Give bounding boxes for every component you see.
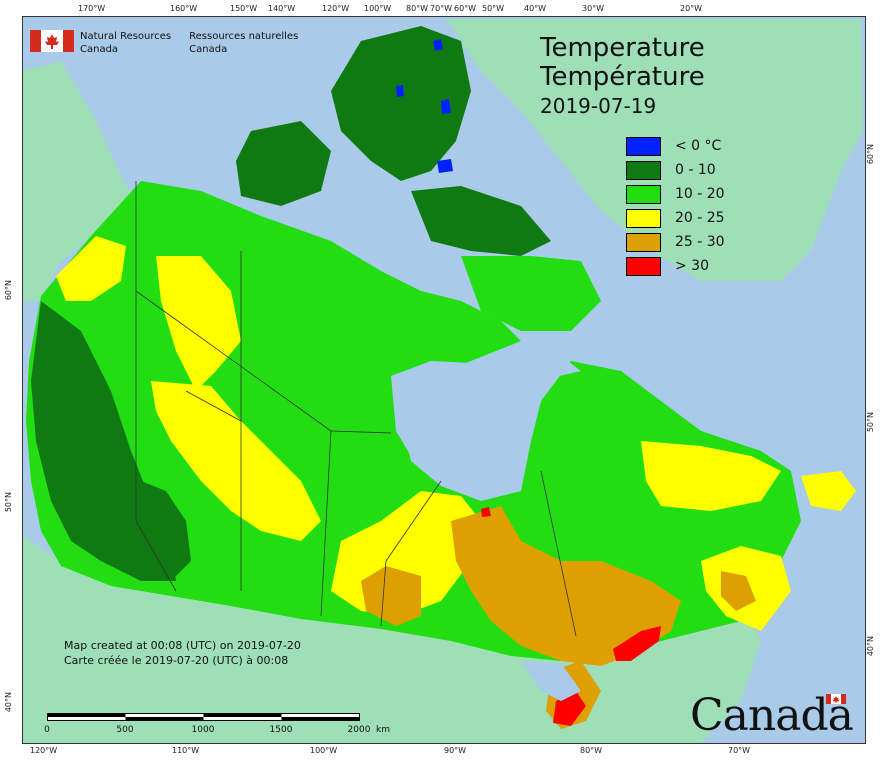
scale-label: 1000	[191, 725, 215, 735]
red-ontario-spot	[481, 507, 491, 517]
tick-bottom-label: 100°W	[310, 746, 338, 755]
arctic-islands	[331, 26, 471, 181]
tick-top-label: 170°W	[78, 4, 106, 13]
tick-bottom-label: 90°W	[444, 746, 467, 755]
tick-top-label: 160°W	[170, 4, 198, 13]
hudson-strait	[471, 346, 581, 386]
tick-top-label: 20°W	[680, 4, 703, 13]
scale-label: 500	[116, 725, 134, 735]
tick-top-label: 60°W	[454, 4, 477, 13]
legend: < 0 °C 0 - 10 10 - 20 20 - 25 25 - 30 > …	[626, 134, 725, 278]
agency-name-fr: Ressources naturelles Canada	[189, 30, 298, 56]
prairie-yellow	[151, 381, 321, 541]
canada-flag-icon	[30, 30, 74, 52]
maritime-orange	[721, 571, 756, 611]
agency-fr-line2: Canada	[189, 44, 228, 55]
map-canvas	[23, 19, 863, 743]
tick-left-label: 50°N	[4, 492, 13, 513]
legend-item: < 0 °C	[626, 134, 725, 158]
tick-top-label: 50°W	[482, 4, 505, 13]
ontario-orange	[451, 506, 681, 666]
legend-label: 10 - 20	[675, 186, 725, 202]
creation-note: Map created at 00:08 (UTC) on 2019-07-20…	[64, 638, 301, 668]
tick-top-label: 150°W	[230, 4, 258, 13]
legend-label: 20 - 25	[675, 210, 725, 226]
tick-right-label: 60°N	[866, 144, 875, 165]
legend-item: > 30	[626, 254, 725, 278]
tick-top-label: 100°W	[364, 4, 392, 13]
canada-wordmark: Canada	[690, 690, 854, 741]
title-fr: Température	[540, 62, 705, 92]
tick-bottom-label: 80°W	[580, 746, 603, 755]
creation-note-en: Map created at 00:08 (UTC) on 2019-07-20	[64, 639, 301, 652]
zero-patch-1	[433, 39, 443, 51]
legend-swatch	[626, 256, 661, 276]
scale-label: 0	[44, 725, 50, 735]
scale-label: 1500	[269, 725, 293, 735]
alaska-land	[23, 61, 136, 301]
agency-fr-line1: Ressources naturelles	[189, 31, 299, 42]
tick-right-label: 50°N	[866, 412, 875, 433]
cordillera	[31, 301, 176, 581]
tick-left-label: 40°N	[4, 692, 13, 713]
tick-bottom-label: 70°W	[728, 746, 751, 755]
quebec-yellow	[641, 441, 781, 511]
zero-patch-4	[396, 85, 404, 97]
legend-item: 25 - 30	[626, 230, 725, 254]
legend-item: 10 - 20	[626, 182, 725, 206]
tick-top-label: 120°W	[322, 4, 350, 13]
wordmark-flag-icon	[826, 694, 846, 704]
tick-top-label: 80°W	[406, 4, 429, 13]
legend-swatch	[626, 160, 661, 180]
red-quebec	[613, 626, 661, 661]
scale-bar-labels: 0 500 1000 1500 2000 km	[44, 725, 390, 739]
tick-right-label: 40°N	[866, 636, 875, 657]
sask-orange	[361, 566, 421, 626]
tick-left-label: 60°N	[4, 280, 13, 301]
baffin-green	[461, 256, 601, 331]
labrador-yellow	[801, 471, 856, 511]
title-en: Temperature	[540, 33, 705, 63]
tick-top-label: 140°W	[268, 4, 296, 13]
map-frame	[22, 16, 866, 744]
tick-top-label: 30°W	[582, 4, 605, 13]
legend-label: 25 - 30	[675, 234, 725, 250]
scale-unit: km	[376, 725, 390, 735]
legend-swatch	[626, 232, 661, 252]
great-lakes	[521, 661, 581, 701]
tick-top-label: 70°W	[430, 4, 453, 13]
agency-en-line1: Natural Resources	[80, 31, 172, 42]
tick-bottom-label: 110°W	[172, 746, 200, 755]
hudson-bay	[391, 361, 506, 473]
legend-label: > 30	[675, 258, 709, 274]
rockies-dark	[141, 481, 191, 576]
scale-bar: 0 500 1000 1500 2000 km	[44, 706, 390, 739]
legend-swatch	[626, 136, 661, 156]
yukon-yellow	[56, 236, 126, 301]
legend-swatch	[626, 184, 661, 204]
legend-item: 20 - 25	[626, 206, 725, 230]
provincial-borders	[135, 181, 577, 637]
map-date: 2019-07-19	[540, 94, 657, 118]
nwt-yellow	[156, 256, 241, 391]
legend-label: 0 - 10	[675, 162, 716, 178]
agency-name-en: Natural Resources Canada	[80, 30, 171, 56]
creation-note-fr: Carte créée le 2019-07-20 (UTC) à 00:08	[64, 654, 289, 667]
legend-swatch	[626, 208, 661, 228]
tick-bottom-label: 120°W	[30, 746, 58, 755]
scale-bar-graphic	[47, 713, 360, 721]
legend-item: 0 - 10	[626, 158, 725, 182]
zero-patch-2	[441, 99, 451, 114]
arctic-islands-2	[236, 121, 331, 206]
legend-label: < 0 °C	[675, 138, 722, 154]
tick-top-label: 40°W	[524, 4, 547, 13]
scale-label: 2000	[347, 725, 371, 735]
arctic-islands-3	[411, 186, 551, 256]
nrcan-logo: Natural Resources Canada Ressources natu…	[30, 30, 298, 56]
agency-en-line2: Canada	[80, 44, 119, 55]
map-title: Temperature Température 2019-07-19	[540, 34, 705, 120]
zero-patch-3	[437, 159, 453, 173]
